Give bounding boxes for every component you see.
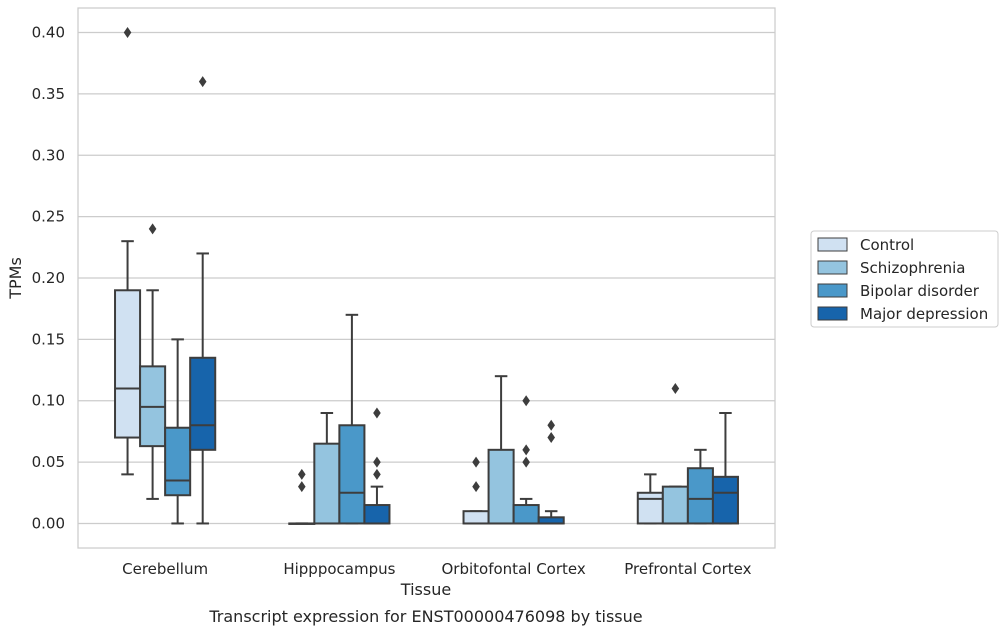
box-body [114,289,142,439]
box-body [711,475,739,525]
legend-swatch [817,260,848,275]
outlier-point [298,481,306,493]
box-body [636,491,664,525]
y-axis-label: TPMs [6,257,25,300]
box-control [288,468,316,525]
x-tick-label: Prefrontal Cortex [624,560,751,578]
box-major-depression [363,407,391,525]
outlier-point [373,468,381,480]
y-tick-label: 0.35 [32,85,65,103]
outlier-point [522,395,530,407]
y-tick-labels: 0.00 0.05 0.10 0.15 0.20 0.25 0.30 0.35 0.40 [32,24,65,533]
plot-frame [77,7,776,549]
box-control [636,473,664,525]
outlier-point [671,382,680,394]
box-schizophrenia [487,375,515,525]
box-body [512,504,540,525]
y-tick-label: 0.30 [32,146,65,164]
legend-label: Major depression [860,305,988,323]
box-body [363,504,391,525]
box-major-depression [711,412,739,525]
y-tick-label: 0.10 [32,392,65,410]
box-body [338,424,366,525]
box-schizophrenia [661,382,689,525]
y-tick-label: 0.15 [32,330,65,348]
legend-swatch [817,306,848,321]
outlier-point [522,456,530,468]
legend-items: Control Schizophrenia Bipolar disorder Majo… [817,236,988,323]
box-bipolar-disorder [512,395,540,525]
box-body [686,467,714,525]
box-bipolar-disorder [338,313,366,525]
box-major-depression [537,419,565,525]
x-tick-label: Hipppocampus [283,560,395,578]
legend-swatch [817,237,848,252]
x-tick-label: Cerebellum [122,560,208,578]
y-tick-label: 0.25 [32,208,65,226]
x-axis-label: Tissue [400,580,451,599]
legend-label: Control [860,236,914,254]
outlier-point [547,419,555,431]
legend-label: Schizophrenia [860,259,965,277]
box-body [313,442,341,525]
outlier-point [547,432,555,444]
box-body [189,356,217,451]
outlier-point [198,76,207,88]
box-body [487,448,515,525]
box-layer [114,27,739,525]
box-control [462,456,490,525]
box-bipolar-disorder [686,448,714,525]
box-body [164,426,192,497]
legend-label: Bipolar disorder [860,282,980,300]
x-tick-labels: Cerebellum Hipppocampus Orbitofontal Corte… [122,560,751,578]
box-schizophrenia [139,223,167,500]
legend-swatch [817,283,848,298]
outlier-point [373,407,381,419]
outlier-point [522,444,530,456]
y-tick-label: 0.00 [32,514,65,532]
y-tick-label: 0.20 [32,269,65,287]
outlier-point [472,456,480,468]
outlier-point [298,468,306,480]
y-tick-label: 0.40 [32,24,65,42]
box-schizophrenia [313,412,341,525]
y-tick-label: 0.05 [32,453,65,471]
box-body [661,485,689,525]
box-body [462,510,490,525]
box-bipolar-disorder [164,338,192,525]
box-control [114,27,142,476]
chart-caption: Transcript expression for ENST0000047609… [208,607,642,626]
legend-frame [810,230,999,328]
outlier-point [472,481,480,493]
x-tick-label: Orbitofontal Cortex [442,560,586,578]
outlier-point [148,223,157,235]
outlier-point [123,27,132,39]
legend: Control Schizophrenia Bipolar disorder Majo… [810,230,999,328]
box-major-depression [189,76,217,525]
outlier-point [373,456,381,468]
